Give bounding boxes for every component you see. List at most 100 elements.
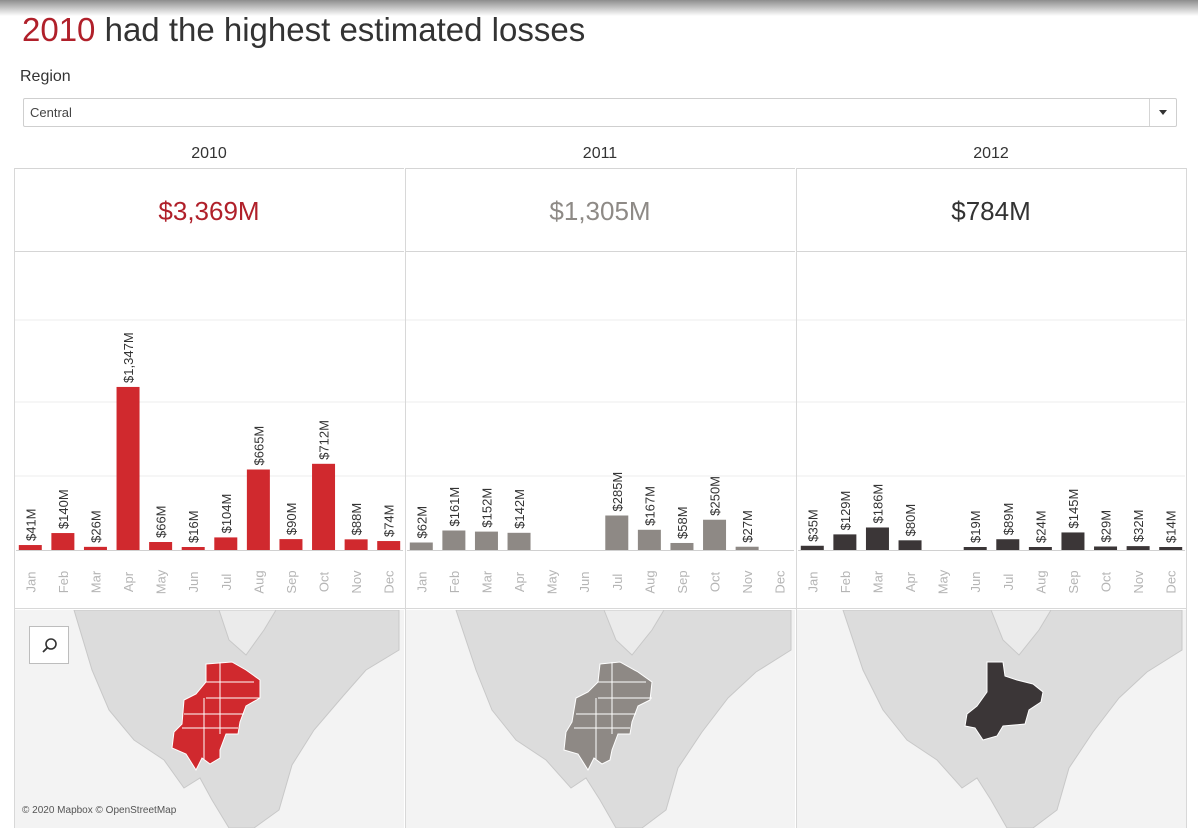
data-label-2010-Feb: $140M — [56, 489, 71, 529]
month-label-2011-May: May — [545, 569, 560, 594]
month-label-2012-Aug: Aug — [1033, 570, 1048, 593]
data-label-2012-Mar: $186M — [870, 484, 885, 524]
bar-2011-Nov[interactable] — [735, 546, 759, 550]
chevron-down-icon — [1159, 110, 1167, 115]
highlighted-region-states[interactable] — [171, 661, 261, 772]
month-label-2011-Sep: Sep — [675, 570, 690, 593]
month-label-2010-Dec: Dec — [382, 570, 397, 594]
bar-2011-Jan[interactable] — [409, 542, 433, 550]
bar-2012-Dec[interactable] — [1159, 547, 1183, 550]
month-label-2011-Nov: Nov — [740, 570, 755, 594]
bar-2012-Nov[interactable] — [1126, 546, 1150, 550]
month-label-2012-Jul: Jul — [1001, 574, 1016, 591]
month-label-2010-Jan: Jan — [23, 572, 38, 593]
data-label-2011-Jan: $62M — [414, 506, 429, 539]
kpi-total-2010[interactable]: $3,369M — [14, 168, 404, 252]
month-label-2010-May: May — [154, 569, 169, 594]
map-search-button[interactable] — [29, 626, 69, 664]
month-label-2011-Dec: Dec — [773, 570, 788, 594]
month-label-2010-Aug: Aug — [251, 570, 266, 593]
bar-2012-Feb[interactable] — [833, 534, 857, 550]
panel-divider-2 — [796, 168, 797, 828]
bar-2010-Nov[interactable] — [344, 539, 368, 550]
bar-2012-Aug[interactable] — [1028, 547, 1052, 550]
dropdown-toggle[interactable] — [1149, 99, 1176, 126]
bar-2010-Jun[interactable] — [181, 547, 205, 550]
data-label-2012-Jun: $19M — [968, 510, 983, 543]
bar-2010-Sep[interactable] — [279, 539, 303, 550]
bar-2011-Sep[interactable] — [670, 542, 694, 550]
window-top-shade — [0, 0, 1198, 16]
region-dropdown-value: Central — [30, 105, 72, 120]
kpi-total-2011[interactable]: $1,305M — [405, 168, 795, 252]
bar-2010-Jul[interactable] — [214, 537, 238, 550]
month-label-2012-Mar: Mar — [870, 570, 885, 593]
region-dropdown[interactable]: Central — [23, 98, 1177, 127]
data-label-2010-Jan: $41M — [23, 509, 38, 542]
data-label-2012-Nov: $32M — [1131, 510, 1146, 543]
map-2011[interactable] — [406, 610, 795, 828]
bar-2010-Dec[interactable] — [377, 541, 401, 550]
data-label-2012-Sep: $145M — [1066, 489, 1081, 529]
bar-2012-Sep[interactable] — [1061, 532, 1085, 550]
bar-2010-Apr[interactable] — [116, 386, 140, 550]
bar-2011-Aug[interactable] — [637, 529, 661, 550]
month-label-2012-Jan: Jan — [805, 572, 820, 593]
dashboard-title: 2010 had the highest estimated losses — [22, 8, 585, 52]
data-label-2011-Sep: $58M — [675, 506, 690, 539]
bar-2010-Aug[interactable] — [246, 469, 270, 551]
month-label-2010-Oct: Oct — [317, 572, 332, 593]
state-borders — [182, 662, 260, 760]
data-label-2011-Nov: $27M — [740, 510, 755, 543]
bar-2012-Mar[interactable] — [865, 527, 889, 550]
data-label-2012-Jul: $89M — [1001, 503, 1016, 536]
data-label-2010-Oct: $712M — [317, 420, 332, 460]
data-label-2011-Jul: $285M — [610, 472, 625, 512]
title-highlight-year: 2010 — [22, 11, 96, 48]
title-text: had the highest estimated losses — [95, 11, 586, 48]
data-label-2010-Dec: $74M — [382, 505, 397, 538]
month-label-2011-Mar: Mar — [479, 570, 494, 593]
data-label-2011-Oct: $250M — [708, 476, 723, 516]
bar-2011-Feb[interactable] — [442, 530, 466, 550]
map-2012[interactable] — [797, 610, 1187, 828]
data-label-2010-Jun: $16M — [186, 510, 201, 543]
bar-2010-Mar[interactable] — [83, 546, 107, 550]
bar-2011-Oct[interactable] — [703, 519, 727, 550]
month-label-2011-Jan: Jan — [414, 572, 429, 593]
year-header-2011: 2011 — [582, 145, 618, 162]
region-filter-label: Region — [20, 68, 71, 85]
bar-2012-Jan[interactable] — [800, 545, 824, 550]
bar-2012-Oct[interactable] — [1094, 546, 1118, 550]
bar-2011-Apr[interactable] — [507, 532, 531, 550]
data-label-2011-Mar: $152M — [479, 488, 494, 528]
data-label-2010-Nov: $88M — [349, 503, 364, 536]
month-label-2012-Nov: Nov — [1131, 570, 1146, 594]
chart-map-divider — [14, 608, 1186, 609]
month-label-2010-Nov: Nov — [349, 570, 364, 594]
month-label-2012-Sep: Sep — [1066, 570, 1081, 593]
month-label-2010-Mar: Mar — [88, 570, 103, 593]
kpi-total-2012[interactable]: $784M — [796, 168, 1186, 252]
bar-2012-Jul[interactable] — [996, 539, 1020, 550]
bar-2010-Oct[interactable] — [312, 463, 336, 550]
bar-2011-Mar[interactable] — [474, 531, 498, 550]
highlighted-region-states[interactable] — [964, 661, 1044, 741]
map-attribution: © 2020 Mapbox © OpenStreetMap — [22, 805, 177, 816]
data-label-2012-Jan: $35M — [805, 509, 820, 542]
year-header-2010: 2010 — [191, 145, 227, 162]
bar-2010-Jan[interactable] — [18, 545, 42, 550]
bar-2012-Jun[interactable] — [963, 547, 987, 550]
panel-border-left — [14, 168, 15, 828]
bar-2010-May[interactable] — [149, 542, 173, 550]
bar-2011-Jul[interactable] — [605, 515, 629, 551]
data-label-2010-Aug: $665M — [251, 426, 266, 466]
map-2010[interactable] — [14, 610, 404, 828]
panel-divider-1 — [405, 168, 406, 828]
month-label-2011-Apr: Apr — [512, 571, 527, 592]
bar-2012-Apr[interactable] — [898, 540, 922, 550]
month-label-2012-Apr: Apr — [903, 571, 918, 592]
highlighted-region-states[interactable] — [563, 661, 653, 772]
data-label-2012-Oct: $29M — [1099, 510, 1114, 543]
bar-2010-Feb[interactable] — [51, 533, 75, 550]
